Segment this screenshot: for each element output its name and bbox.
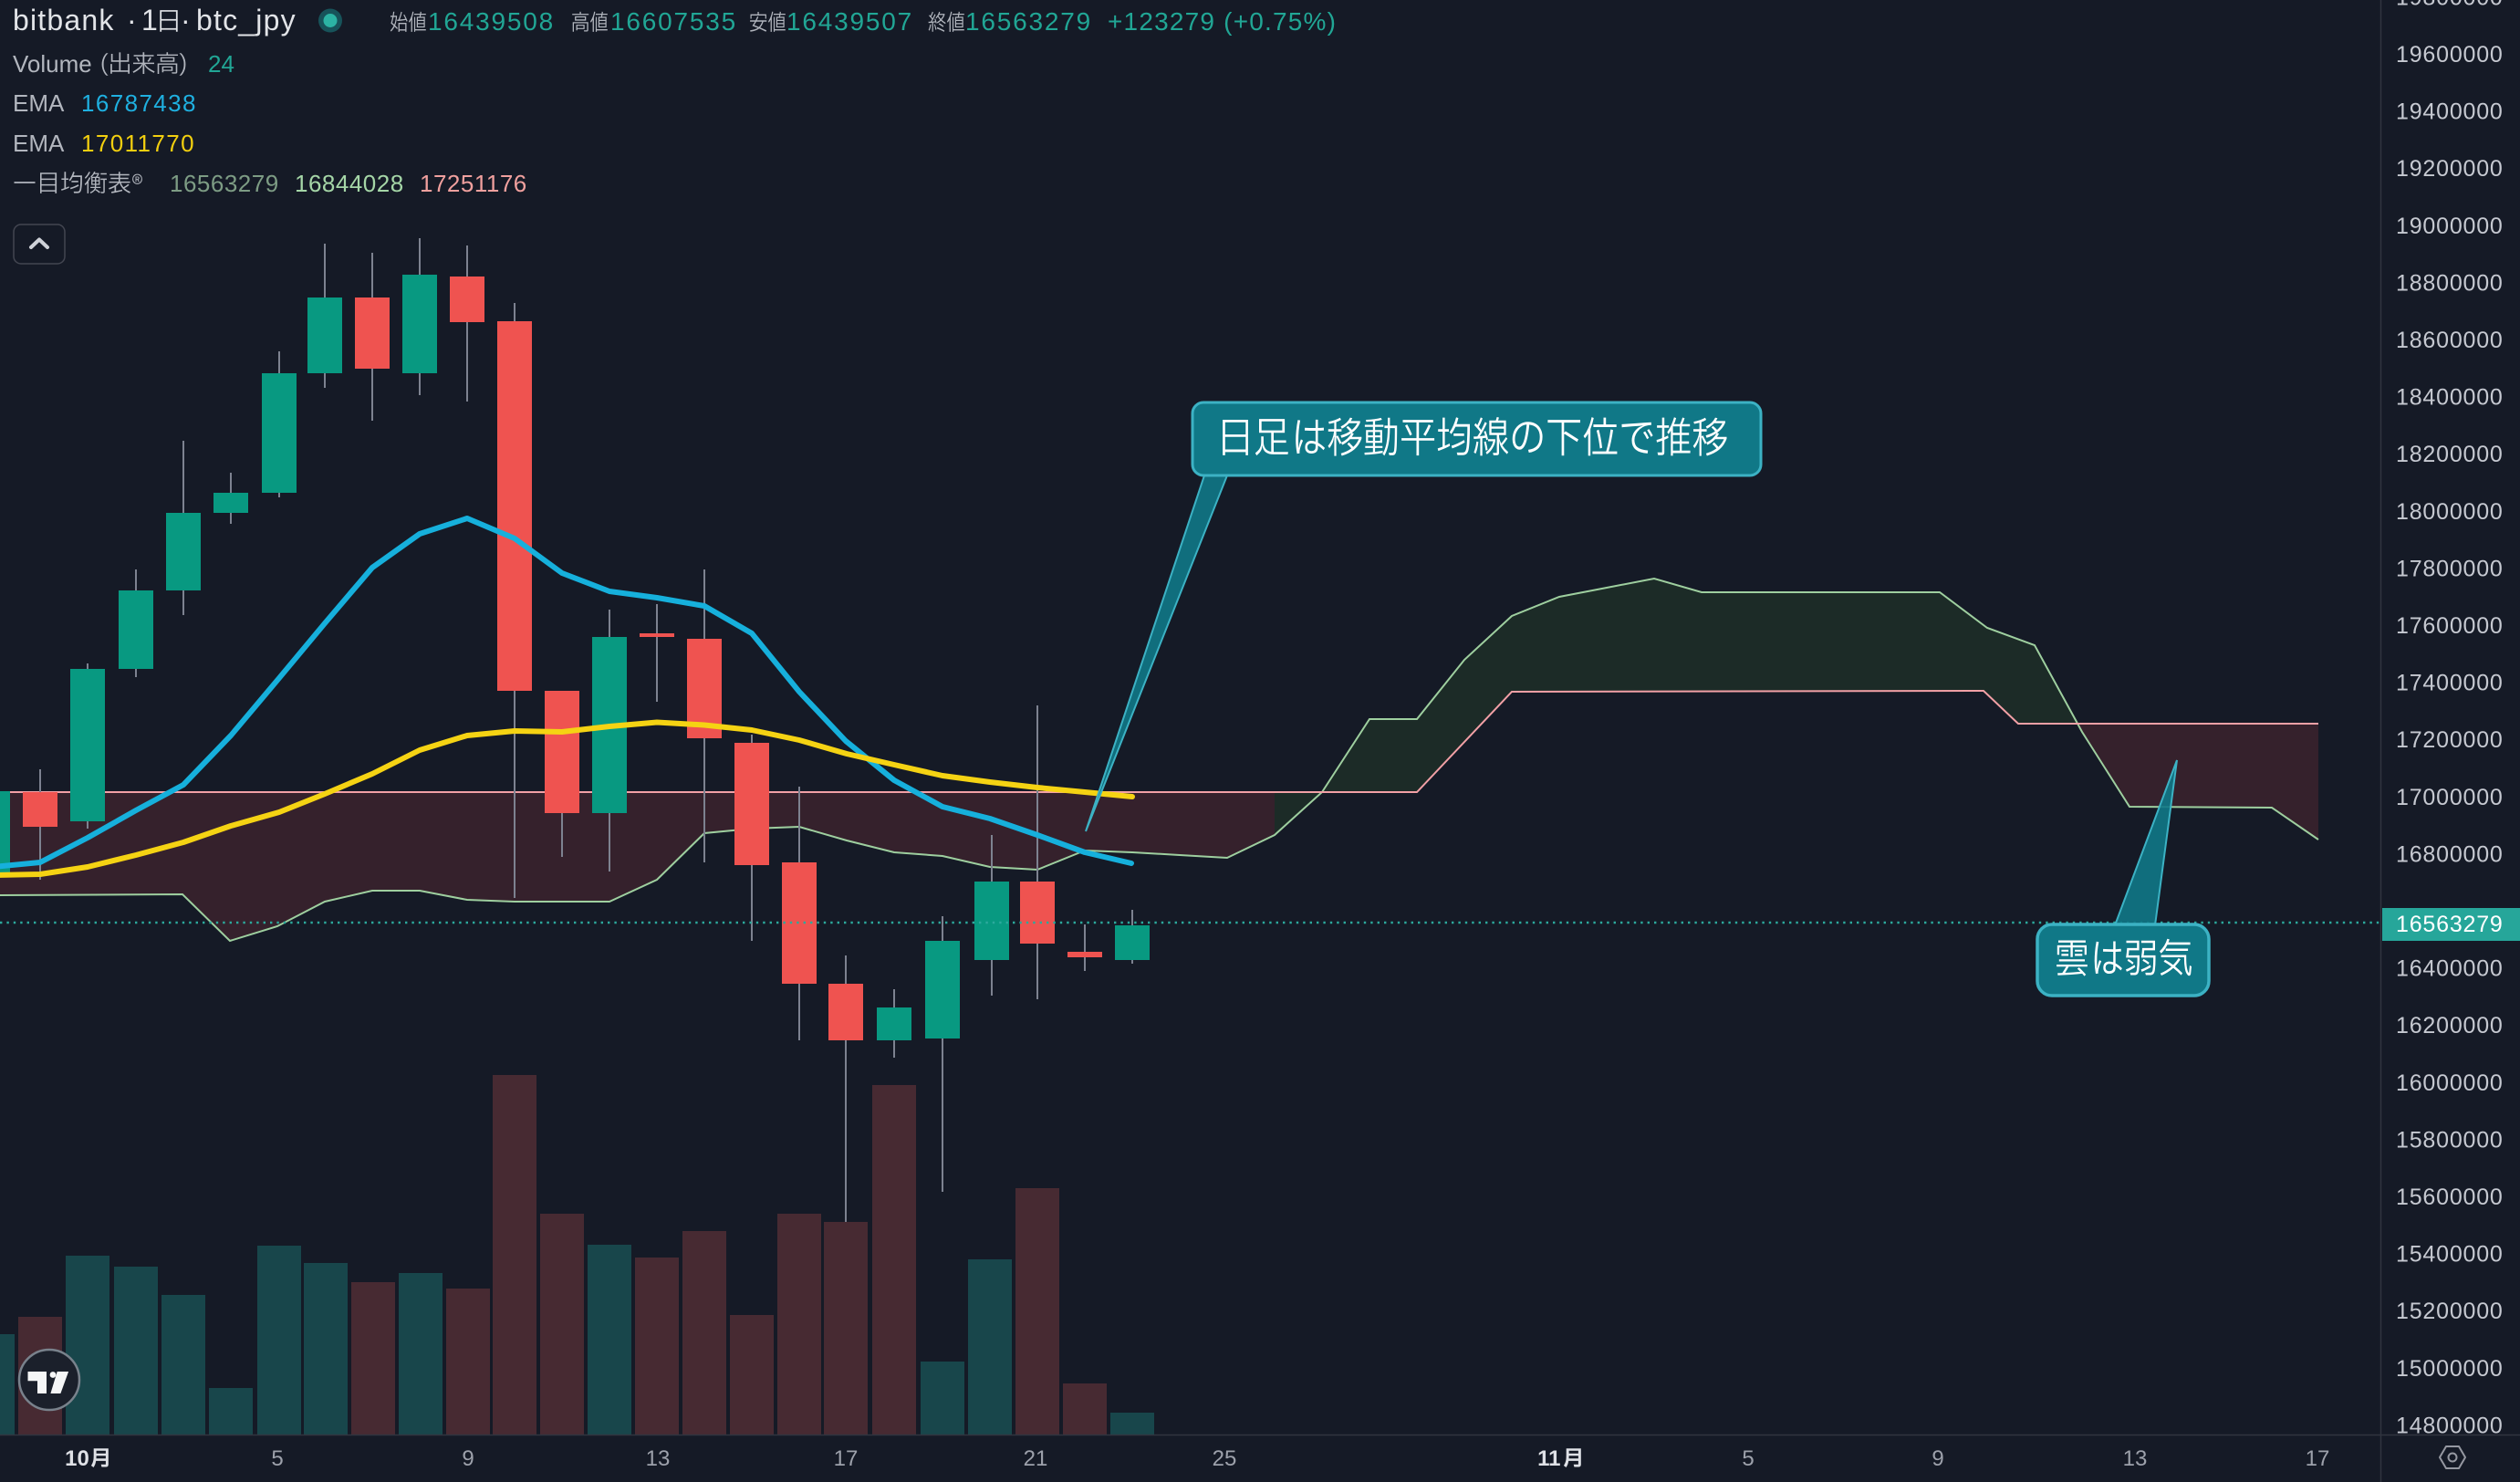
svg-text:16607535: 16607535 [610, 7, 737, 36]
svg-text:17400000: 17400000 [2396, 671, 2504, 696]
svg-text:18400000: 18400000 [2396, 385, 2504, 411]
svg-text:16000000: 16000000 [2396, 1070, 2504, 1096]
svg-text:5: 5 [271, 1446, 283, 1471]
svg-text:EMA: EMA [13, 130, 65, 157]
svg-text:16200000: 16200000 [2396, 1013, 2504, 1038]
svg-text:15400000: 15400000 [2396, 1242, 2504, 1268]
svg-text:·: · [181, 4, 191, 37]
svg-text:14800000: 14800000 [2396, 1413, 2504, 1438]
svg-text:19400000: 19400000 [2396, 99, 2504, 125]
svg-text:1: 1 [141, 4, 158, 37]
svg-text:9: 9 [462, 1446, 474, 1471]
svg-text:16844028: 16844028 [295, 170, 404, 197]
svg-text:+123279 (+0.75%): +123279 (+0.75%) [1108, 7, 1337, 36]
svg-text:EMA: EMA [13, 89, 65, 117]
svg-text:18000000: 18000000 [2396, 499, 2504, 525]
svg-text:15600000: 15600000 [2396, 1185, 2504, 1210]
svg-text:btc_jpy: btc_jpy [196, 4, 297, 37]
svg-text:16800000: 16800000 [2396, 841, 2504, 867]
svg-text:16400000: 16400000 [2396, 956, 2504, 982]
svg-text:17000000: 17000000 [2396, 785, 2504, 810]
svg-text:19800000: 19800000 [2396, 0, 2504, 10]
svg-text:18200000: 18200000 [2396, 442, 2504, 467]
svg-text:16563279: 16563279 [2396, 912, 2504, 937]
svg-text:19000000: 19000000 [2396, 214, 2504, 239]
svg-text:16563279: 16563279 [170, 170, 279, 197]
svg-text:15000000: 15000000 [2396, 1356, 2504, 1382]
svg-text:10: 10 [65, 1446, 89, 1471]
svg-text:15800000: 15800000 [2396, 1127, 2504, 1153]
svg-text:21: 21 [1024, 1446, 1048, 1471]
svg-text:17: 17 [834, 1446, 859, 1471]
svg-text:15200000: 15200000 [2396, 1299, 2504, 1324]
svg-text:bitbank: bitbank [13, 4, 115, 37]
svg-text:19200000: 19200000 [2396, 156, 2504, 182]
svg-text:24: 24 [208, 50, 234, 78]
svg-text:16787438: 16787438 [81, 89, 197, 117]
svg-text:17200000: 17200000 [2396, 727, 2504, 753]
svg-text:5: 5 [1742, 1446, 1754, 1471]
svg-text:9: 9 [1932, 1446, 1943, 1471]
svg-text:13: 13 [646, 1446, 671, 1471]
svg-text:16563279: 16563279 [965, 7, 1092, 36]
svg-text:17: 17 [2306, 1446, 2330, 1471]
svg-text:13: 13 [2123, 1446, 2148, 1471]
svg-text:17251176: 17251176 [420, 170, 527, 197]
svg-text:18600000: 18600000 [2396, 328, 2504, 353]
svg-text:16439507: 16439507 [786, 7, 913, 36]
svg-text:·: · [127, 4, 137, 37]
svg-text:17800000: 17800000 [2396, 556, 2504, 581]
svg-text:17011770: 17011770 [81, 130, 195, 157]
svg-text:17600000: 17600000 [2396, 613, 2504, 639]
svg-text:25: 25 [1213, 1446, 1237, 1471]
svg-text:19600000: 19600000 [2396, 42, 2504, 68]
svg-text:18800000: 18800000 [2396, 270, 2504, 296]
svg-text:Volume: Volume [13, 50, 92, 78]
svg-text:16439508: 16439508 [428, 7, 555, 36]
svg-text:11: 11 [1537, 1446, 1560, 1471]
